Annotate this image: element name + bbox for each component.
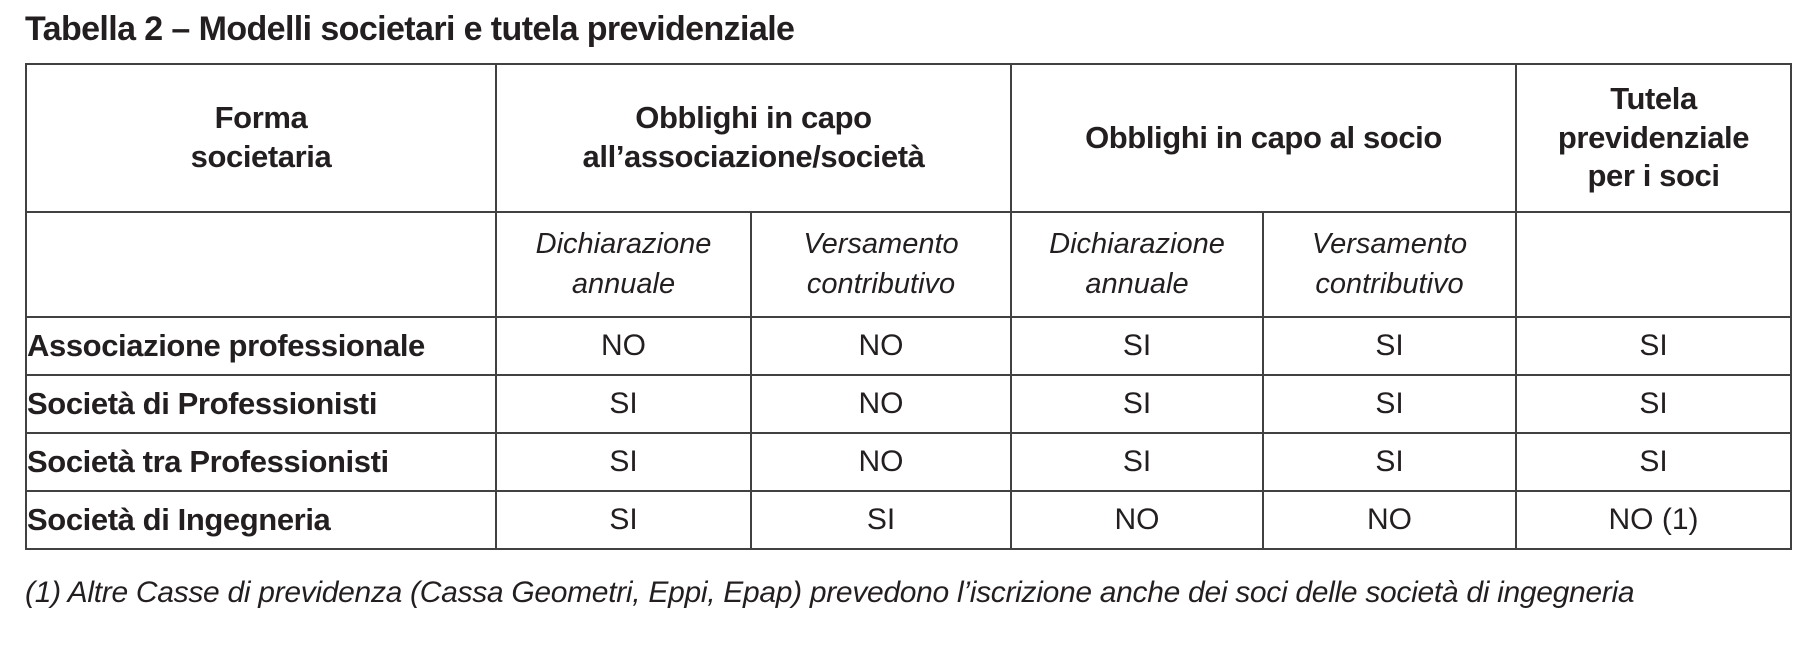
subheader-dichiarazione-associazione: Dichiarazione annuale [495,211,752,318]
cell-versamento-socio: SI [1262,374,1517,434]
cell-tutela-previdenziale: NO (1) [1515,490,1792,550]
row-label: Società di Professionisti [25,374,497,434]
table-row-societa-tra-professionisti: Società tra Professionisti SI NO SI SI S… [25,432,1792,492]
row-label: Società tra Professionisti [25,432,497,492]
subheader-versamento-socio: Versamento contributivo [1262,211,1517,318]
table-row-associazione-professionale: Associazione professionale NO NO SI SI S… [25,316,1792,376]
header-row-subcolumns: Dichiarazione annuale Versamento contrib… [25,211,1792,318]
cell-tutela-previdenziale: SI [1515,432,1792,492]
subheader-empty-left [25,211,497,318]
subheader-empty-right [1515,211,1792,318]
subheader-versamento-associazione: Versamento contributivo [750,211,1012,318]
cell-dichiarazione-associazione: SI [495,432,752,492]
cell-versamento-associazione: NO [750,316,1012,376]
column-group-obblighi-associazione: Obblighi in capo all’associazione/societ… [495,63,1012,213]
footnote: (1) Altre Casse di previdenza (Cassa Geo… [25,576,1635,609]
cell-versamento-associazione: NO [750,432,1012,492]
table-row-societa-di-ingegneria: Società di Ingegneria SI SI NO NO NO (1) [25,490,1792,550]
cell-tutela-previdenziale: SI [1515,316,1792,376]
column-header-forma-societaria: Forma societaria [25,63,497,213]
header-row-groups: Forma societaria Obblighi in capo all’as… [25,63,1792,213]
cell-dichiarazione-socio: SI [1010,316,1264,376]
cell-versamento-socio: NO [1262,490,1517,550]
cell-tutela-previdenziale: SI [1515,374,1792,434]
row-label: Società di Ingegneria [25,490,497,550]
cell-dichiarazione-associazione: SI [495,374,752,434]
cell-versamento-socio: SI [1262,316,1517,376]
cell-dichiarazione-associazione: SI [495,490,752,550]
column-group-obblighi-socio: Obblighi in capo al socio [1010,63,1517,213]
cell-dichiarazione-socio: NO [1010,490,1264,550]
previdenza-table: Forma societaria Obblighi in capo all’as… [25,63,1792,550]
table-title: Tabella 2 – Modelli societari e tutela p… [25,10,795,48]
cell-dichiarazione-socio: SI [1010,432,1264,492]
cell-versamento-associazione: NO [750,374,1012,434]
table-row-societa-di-professionisti: Società di Professionisti SI NO SI SI SI [25,374,1792,434]
subheader-dichiarazione-socio: Dichiarazione annuale [1010,211,1264,318]
cell-dichiarazione-associazione: NO [495,316,752,376]
column-header-tutela-previdenziale: Tutela previdenziale per i soci [1515,63,1792,213]
cell-versamento-associazione: SI [750,490,1012,550]
row-label: Associazione professionale [25,316,497,376]
cell-dichiarazione-socio: SI [1010,374,1264,434]
cell-versamento-socio: SI [1262,432,1517,492]
